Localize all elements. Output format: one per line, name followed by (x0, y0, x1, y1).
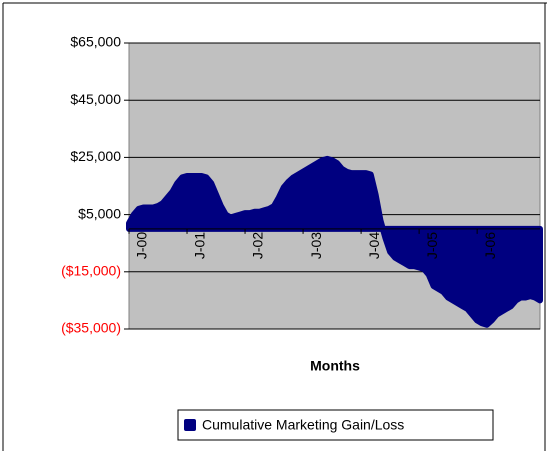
legend-box (177, 409, 494, 441)
y-tick-label: $65,000 (70, 34, 121, 50)
y-tick-label: $45,000 (70, 91, 121, 107)
x-tick-label: J-06 (482, 232, 498, 259)
legend-label: Cumulative Marketing Gain/Loss (202, 417, 404, 433)
x-axis-title: Months (310, 358, 360, 374)
x-tick-label: J-04 (366, 232, 382, 259)
x-tick-label: J-05 (424, 232, 440, 259)
x-tick-label: J-00 (134, 232, 150, 259)
y-tick-label: ($15,000) (61, 263, 121, 279)
area (126, 155, 543, 328)
y-tick-label: $5,000 (78, 205, 121, 221)
y-tick-label: $25,000 (70, 148, 121, 164)
x-tick-label: J-01 (192, 232, 208, 259)
x-tick-label: J-02 (250, 232, 266, 259)
legend-swatch (184, 419, 196, 431)
y-tick-label: ($35,000) (61, 320, 121, 336)
x-tick-label: J-03 (308, 232, 324, 259)
